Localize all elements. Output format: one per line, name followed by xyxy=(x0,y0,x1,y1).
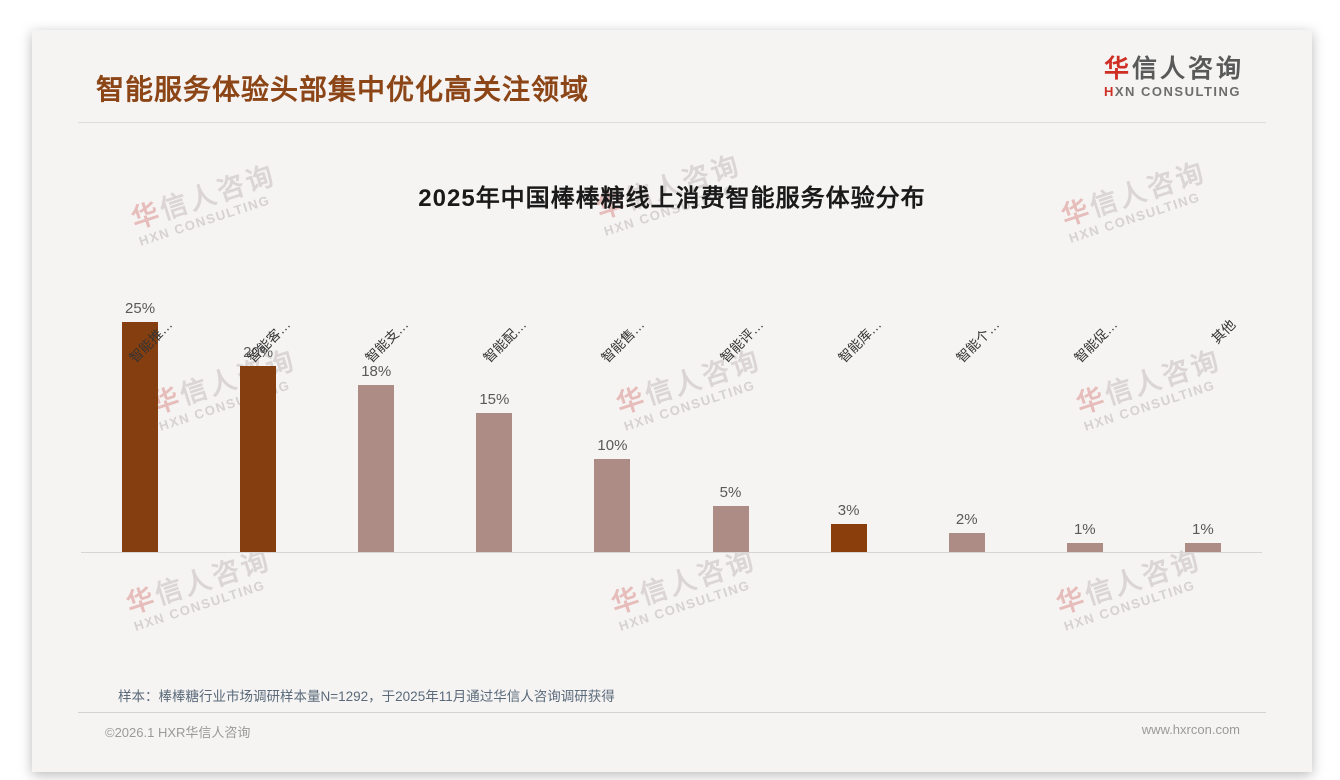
bar-column: 5% 智能评… xyxy=(671,300,789,552)
sample-note: 样本：棒棒糖行业市场调研样本量N=1292，于2025年11月通过华信人咨询调研… xyxy=(118,689,615,704)
slide-card: 华信人咨询 HXN CONSULTING 华信人咨询 HXN CONSULTING 华信… xyxy=(32,30,1312,772)
bar-category-label: 其他 xyxy=(1208,316,1239,347)
footer: ©2026.1 HXR华信人咨询 www.hxrcon.com xyxy=(105,722,1240,741)
website-url: www.hxrcon.com xyxy=(1141,722,1240,737)
bar-value-label: 18% xyxy=(361,362,392,380)
copyright-text: ©2026.1 HXR华信人咨询 xyxy=(105,725,251,740)
chart: 2025年中国棒棒糖线上消费智能服务体验分布 25% 智能推… 20% 智能客… 18%… xyxy=(32,30,1312,772)
bar xyxy=(594,459,631,552)
bar-value-label: 1% xyxy=(1073,520,1096,538)
bar-category-label: 智能个… xyxy=(953,316,1003,366)
bar-column: 3% 智能库… xyxy=(790,300,908,552)
bar-column: 18% 智能支… xyxy=(317,300,435,552)
bar-value-label: 10% xyxy=(597,437,628,454)
bar-value-label: 5% xyxy=(719,483,742,501)
bar-value-label: 15% xyxy=(479,390,510,408)
bar xyxy=(1066,542,1103,552)
bar-column: 2% 智能个… xyxy=(908,300,1026,552)
footer-divider xyxy=(78,712,1266,713)
bar-column: 20% 智能客… xyxy=(199,300,317,552)
bar-category-label: 智能库… xyxy=(835,316,885,366)
bar-category-label: 智能促… xyxy=(1071,316,1121,366)
bar xyxy=(830,524,867,552)
header-divider xyxy=(78,122,1266,123)
bar-column: 1% 智能促… xyxy=(1026,300,1144,552)
bar-value-label: 2% xyxy=(955,511,978,529)
bar-value-label: 1% xyxy=(1192,520,1214,538)
logo-chinese-text: 华信人咨询 xyxy=(1103,55,1244,83)
bar xyxy=(476,412,513,552)
bar xyxy=(1184,542,1221,552)
plot-area: 25% 智能推… 20% 智能客… 18% 智能支… 15% 智能配… 10% 智能售… 5% 智能评… xyxy=(81,300,1262,553)
bar-column: 1% 其他 xyxy=(1144,300,1262,552)
bar-value-label: 25% xyxy=(125,300,156,317)
bar-category-label: 智能支… xyxy=(362,316,412,366)
bar-column: 15% 智能配… xyxy=(435,300,553,552)
bar-column: 25% 智能推… xyxy=(81,300,199,552)
bar xyxy=(122,322,159,552)
logo-english-text: HXN CONSULTING xyxy=(1103,83,1242,99)
bar-category-label: 智能售… xyxy=(599,316,648,366)
bar xyxy=(712,505,749,552)
bar xyxy=(240,366,277,552)
chart-title: 2025年中国棒棒糖线上消费智能服务体验分布 xyxy=(418,185,926,212)
company-logo: 华信人咨询 HXN CONSULTING xyxy=(1103,55,1244,99)
bar xyxy=(358,384,395,552)
bar-category-label: 智能配… xyxy=(480,316,530,366)
bar-value-label: 3% xyxy=(837,502,860,520)
bar xyxy=(948,533,985,552)
header: 智能服务体验头部集中优化高关注领域 华信人咨询 HXN CONSULTING xyxy=(32,30,1312,123)
bar-category-label: 智能评… xyxy=(717,316,766,366)
bar-column: 10% 智能售… xyxy=(553,300,671,552)
page-title: 智能服务体验头部集中优化高关注领域 xyxy=(96,74,590,105)
bar-value-label: 20% xyxy=(243,344,274,361)
